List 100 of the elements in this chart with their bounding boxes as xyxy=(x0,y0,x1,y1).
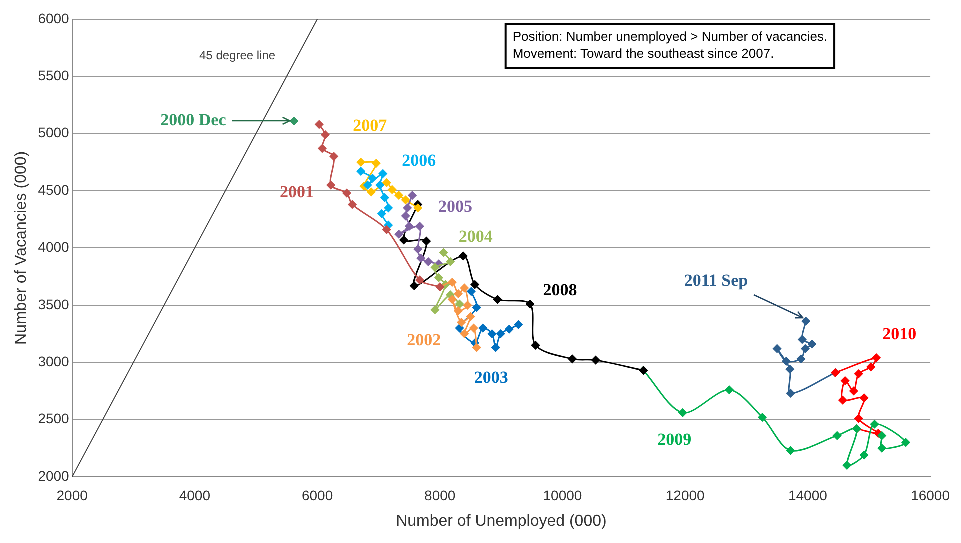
point xyxy=(838,396,848,405)
y-tick-label: 5000 xyxy=(38,124,70,141)
point xyxy=(592,356,600,365)
point xyxy=(388,186,397,194)
point xyxy=(467,287,476,296)
point xyxy=(424,258,433,266)
point xyxy=(414,204,422,212)
point xyxy=(758,413,767,422)
point xyxy=(448,295,457,304)
point xyxy=(798,335,807,344)
point xyxy=(364,181,372,190)
point xyxy=(382,178,392,188)
point xyxy=(492,343,500,352)
point xyxy=(850,386,858,396)
annotation: 2000 Dec xyxy=(160,110,227,130)
point xyxy=(372,159,381,168)
point xyxy=(478,324,488,333)
point xyxy=(348,200,357,209)
point xyxy=(416,276,424,284)
x-axis-title: Number of Unemployed (000) xyxy=(396,512,607,530)
point xyxy=(460,330,469,338)
point xyxy=(384,204,393,212)
point xyxy=(416,222,424,231)
point xyxy=(446,258,455,266)
x-tick-label: 8000 xyxy=(424,487,456,504)
point xyxy=(456,300,464,309)
point xyxy=(405,222,414,231)
point xyxy=(466,312,476,322)
y-tick-label: 3500 xyxy=(38,296,70,312)
point xyxy=(801,344,810,354)
point xyxy=(786,389,796,398)
point xyxy=(860,394,869,402)
point xyxy=(356,158,366,167)
point xyxy=(782,357,791,366)
point xyxy=(678,408,688,418)
point xyxy=(833,432,842,440)
y-tick-label: 2000 xyxy=(38,468,70,484)
point xyxy=(378,210,386,218)
series-label: 2006 xyxy=(402,150,436,170)
series-label: 2007 xyxy=(353,116,388,135)
point xyxy=(376,181,384,190)
series-label: 2003 xyxy=(474,368,508,388)
annotation: 2011 Sep xyxy=(684,270,748,290)
point xyxy=(416,254,426,263)
x-tick-label: 12000 xyxy=(666,487,706,504)
point xyxy=(872,354,881,362)
point xyxy=(367,188,376,196)
point xyxy=(472,303,482,312)
point xyxy=(430,263,440,272)
y-tick-label: 4500 xyxy=(38,182,70,198)
y-tick-label: 6000 xyxy=(38,10,70,26)
x-tick-label: 6000 xyxy=(302,487,334,504)
point xyxy=(402,196,410,204)
point xyxy=(496,330,506,338)
point xyxy=(526,300,534,309)
point xyxy=(403,204,412,212)
point xyxy=(368,174,377,183)
point xyxy=(773,344,782,354)
point xyxy=(326,181,336,190)
point xyxy=(394,191,404,200)
point xyxy=(318,144,327,153)
point xyxy=(494,295,502,304)
point xyxy=(382,226,392,234)
annotation: Position: Number unemployed > Number of vacancies. xyxy=(512,28,828,44)
point xyxy=(568,354,577,364)
point xyxy=(457,318,466,327)
point xyxy=(786,365,794,374)
point xyxy=(786,446,796,455)
point xyxy=(808,340,816,349)
point xyxy=(430,306,440,314)
series-label: 2004 xyxy=(458,227,494,246)
point xyxy=(870,420,880,429)
series-label: 45 degree line xyxy=(200,48,276,63)
point xyxy=(488,330,496,338)
point xyxy=(514,320,523,330)
point xyxy=(330,152,338,161)
point xyxy=(472,343,482,352)
point xyxy=(725,386,734,394)
series-label: 2008 xyxy=(543,280,578,300)
x-tick-label: 14000 xyxy=(788,487,828,504)
point xyxy=(380,194,390,202)
point xyxy=(878,432,886,440)
point xyxy=(315,120,324,129)
point xyxy=(454,290,463,298)
y-axis-title: Number of Vacancies (000) xyxy=(13,151,30,345)
point xyxy=(356,167,366,176)
point xyxy=(842,461,852,470)
point xyxy=(854,414,864,423)
point xyxy=(470,324,478,333)
point xyxy=(290,116,298,126)
point xyxy=(342,189,352,198)
point xyxy=(841,376,850,386)
x-tick-label: 2000 xyxy=(56,487,88,504)
y-tick-label: 2500 xyxy=(38,410,70,427)
point xyxy=(470,280,480,290)
y-tick-label: 4000 xyxy=(38,239,70,256)
series-label: 2009 xyxy=(658,430,692,449)
point xyxy=(854,370,864,378)
point xyxy=(505,325,514,334)
x-tick-label: 16000 xyxy=(911,487,950,504)
